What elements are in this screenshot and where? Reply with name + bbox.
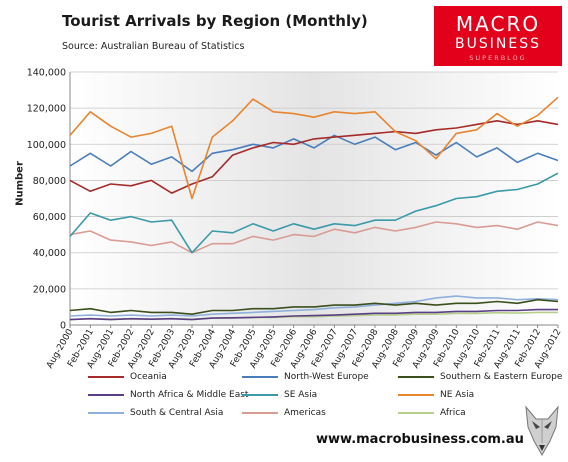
series-line-se-asia (69, 172, 559, 254)
series-line-southern-eastern-europe (69, 298, 559, 315)
macrobusiness-logo: MACRO BUSINESS SUPERBLOG (434, 6, 562, 66)
y-tick-label: 60,000 (33, 212, 66, 223)
y-tick-label: 120,000 (27, 104, 66, 115)
y-tick-label: 0 (60, 321, 66, 332)
plot-area (70, 72, 558, 325)
logo-line-3: SUPERBLOG (469, 54, 527, 62)
chart-title: Tourist Arrivals by Region (Monthly) (62, 12, 368, 30)
series-line-americas (69, 221, 559, 254)
y-tick-label: 100,000 (27, 140, 66, 151)
series-line-north-africa-middle-east (69, 308, 558, 321)
wolf-mascot-icon (525, 405, 559, 457)
chart-subtitle: Source: Australian Bureau of Statistics (62, 41, 245, 52)
logo-line-2: BUSINESS (455, 36, 541, 52)
series-line-south-central-asia (69, 295, 559, 317)
website-url: www.macrobusiness.com.au (316, 432, 524, 447)
y-tick-label: 40,000 (33, 248, 66, 259)
y-tick-label: 140,000 (27, 68, 66, 79)
logo-line-1: MACRO (455, 12, 541, 36)
y-tick-label: 20,000 (33, 284, 66, 295)
series-line-ne-asia (69, 96, 559, 200)
y-tick-label: 80,000 (33, 176, 66, 187)
series-line-oceania (69, 120, 559, 194)
series-line-north-west-europe (69, 134, 559, 173)
